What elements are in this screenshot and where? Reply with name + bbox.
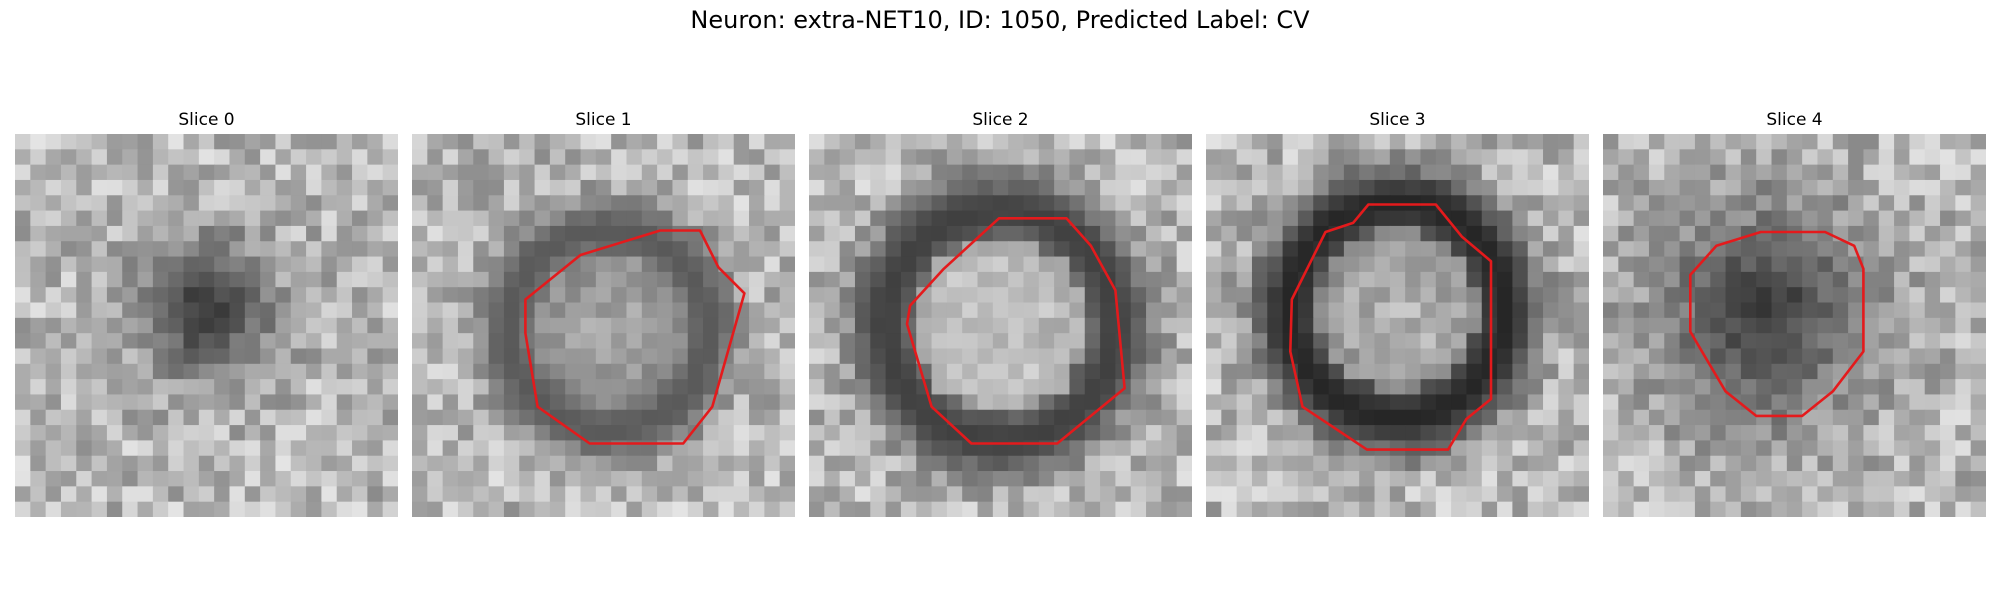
slice-title: Slice 3 — [1369, 110, 1426, 130]
slice-panel-4: Slice 4 — [1603, 108, 1986, 517]
slice-panel-3: Slice 3 — [1206, 108, 1589, 517]
slice-panel-1: Slice 1 — [412, 108, 795, 517]
slice-image-2 — [809, 134, 1192, 517]
contour-outline — [905, 217, 1126, 445]
slice-title: Slice 4 — [1766, 110, 1823, 130]
slice-image-3 — [1206, 134, 1589, 517]
slice-image-4 — [1603, 134, 1986, 517]
contour-outline — [1689, 230, 1865, 418]
slice-panel-2: Slice 2 — [809, 108, 1192, 517]
figure-title: Neuron: extra-NET10, ID: 1050, Predicted… — [690, 6, 1310, 34]
contour-outline — [524, 229, 746, 445]
slice-title: Slice 0 — [178, 110, 235, 130]
slice-title: Slice 1 — [575, 110, 632, 130]
slice-panel-0: Slice 0 — [15, 108, 398, 517]
slice-image-0 — [15, 134, 398, 517]
contour-outline — [1289, 203, 1493, 451]
slice-title: Slice 2 — [972, 110, 1029, 130]
slice-image-1 — [412, 134, 795, 517]
